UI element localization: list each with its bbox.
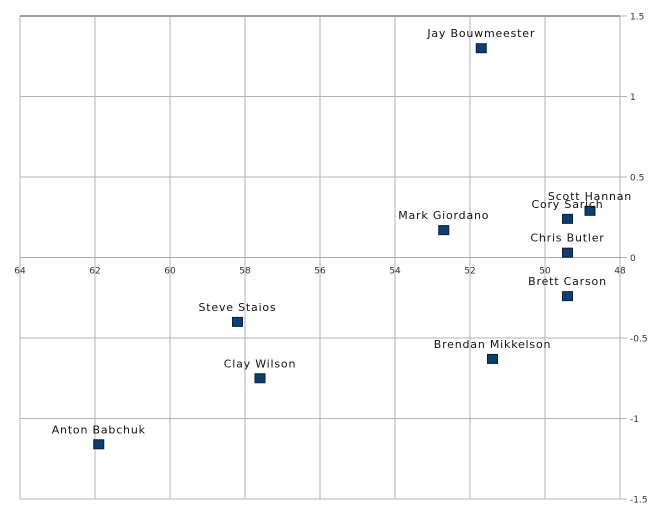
data-point-marker	[254, 373, 266, 384]
data-point-label: Mark Giordano	[398, 209, 489, 222]
x-tick-label: 56	[314, 267, 326, 277]
data-point-marker	[562, 247, 573, 258]
y-tick-label: -1.5	[630, 496, 648, 506]
x-tick-label: 64	[14, 267, 26, 277]
data-point-label: Cory Sarich	[531, 198, 603, 211]
data-point-marker	[562, 213, 573, 224]
y-tick-label: 1	[630, 93, 636, 103]
data-point-marker	[584, 205, 596, 216]
data-point-label: Chris Butler	[530, 232, 604, 245]
data-point-marker	[487, 353, 498, 364]
y-tick-label: 1.5	[630, 13, 644, 23]
data-point-label: Brendan Mikkelson	[434, 338, 552, 351]
x-tick-label: 50	[539, 267, 551, 277]
x-tick-label: 48	[614, 267, 626, 277]
tick-labels: 64 62 60 58 56 54 52 50 48 1.5 1 0.5 0 -0.5 -1 -1.5	[14, 13, 647, 506]
x-tick-label: 54	[389, 267, 401, 277]
axes	[19, 15, 621, 500]
data-point-label: Clay Wilson	[224, 357, 296, 370]
data-point-label: Anton Babchuk	[52, 423, 146, 436]
y-tick-label: 0	[630, 254, 636, 264]
data-point-marker	[93, 439, 105, 450]
x-tick-label: 52	[464, 267, 475, 277]
data-point-label: Steve Staios	[199, 301, 277, 314]
x-tick-label: 58	[239, 267, 251, 277]
x-tick-label: 62	[89, 267, 100, 277]
data-point-label: Brett Carson	[528, 275, 607, 288]
data-point-marker	[232, 316, 243, 327]
y-tick-label: -1	[630, 415, 639, 425]
data-point-label: Scott Hannan	[548, 190, 632, 203]
y-tick-label: 0.5	[630, 174, 644, 184]
data-point-marker	[562, 291, 573, 302]
data-point-marker	[438, 225, 450, 236]
y-tick-label: -0.5	[630, 335, 648, 345]
x-tick-label: 60	[164, 267, 176, 277]
data-points	[93, 43, 596, 450]
data-point-label: Jay Bouwmeester	[426, 27, 535, 40]
data-point-marker	[475, 43, 487, 54]
